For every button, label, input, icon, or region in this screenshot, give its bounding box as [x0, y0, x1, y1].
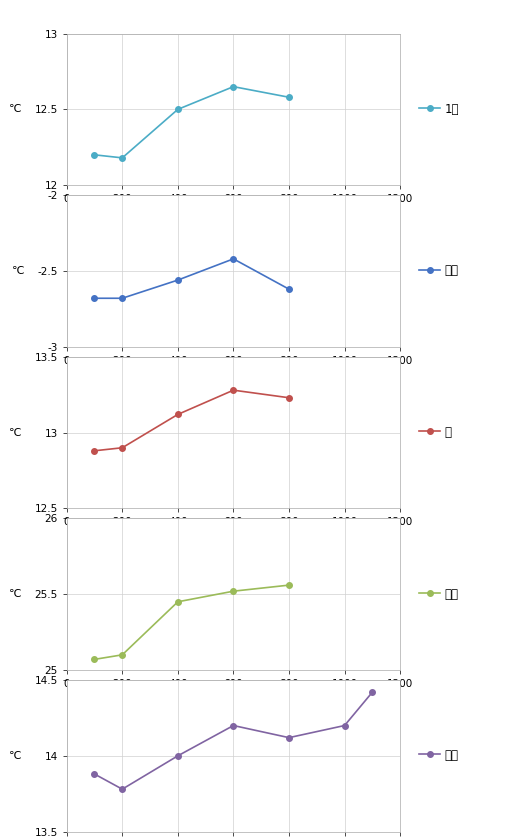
Legend: 가을: 가을: [414, 743, 464, 768]
Y-axis label: ℃: ℃: [9, 104, 21, 114]
Legend: 1년: 1년: [414, 97, 464, 122]
Y-axis label: ℃: ℃: [9, 428, 21, 438]
Legend: 곸울: 곸울: [414, 259, 464, 283]
Y-axis label: ℃: ℃: [9, 589, 21, 599]
Y-axis label: ℃: ℃: [9, 751, 21, 761]
Legend: 옵: 옵: [414, 421, 457, 444]
Legend: 여름: 여름: [414, 582, 464, 606]
Y-axis label: ℃: ℃: [12, 266, 24, 276]
